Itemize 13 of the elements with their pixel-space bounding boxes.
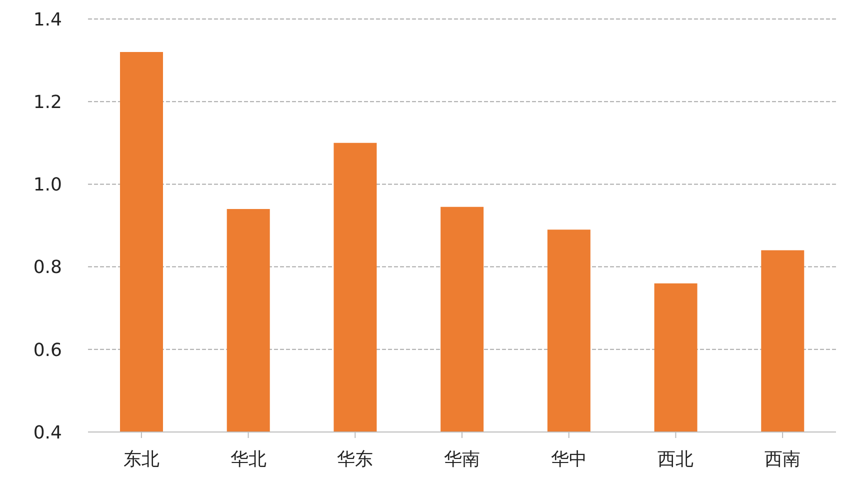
x-tick-label: 华南 <box>444 448 480 470</box>
x-tick-label: 华中 <box>550 448 587 470</box>
x-tick-label: 东北 <box>123 448 160 470</box>
y-tick-label: 1.4 <box>33 9 62 30</box>
x-tick-label: 西北 <box>658 448 694 470</box>
y-tick-label: 0.6 <box>33 340 62 361</box>
x-tick-label: 华东 <box>337 448 374 470</box>
y-tick-label: 0.8 <box>33 257 62 278</box>
x-tick-label: 西南 <box>764 448 801 470</box>
y-tick-label: 0.4 <box>33 422 62 444</box>
y-tick-label: 1.0 <box>33 174 62 196</box>
x-tick-label: 华北 <box>230 448 266 470</box>
y-tick-label: 1.2 <box>33 92 62 113</box>
